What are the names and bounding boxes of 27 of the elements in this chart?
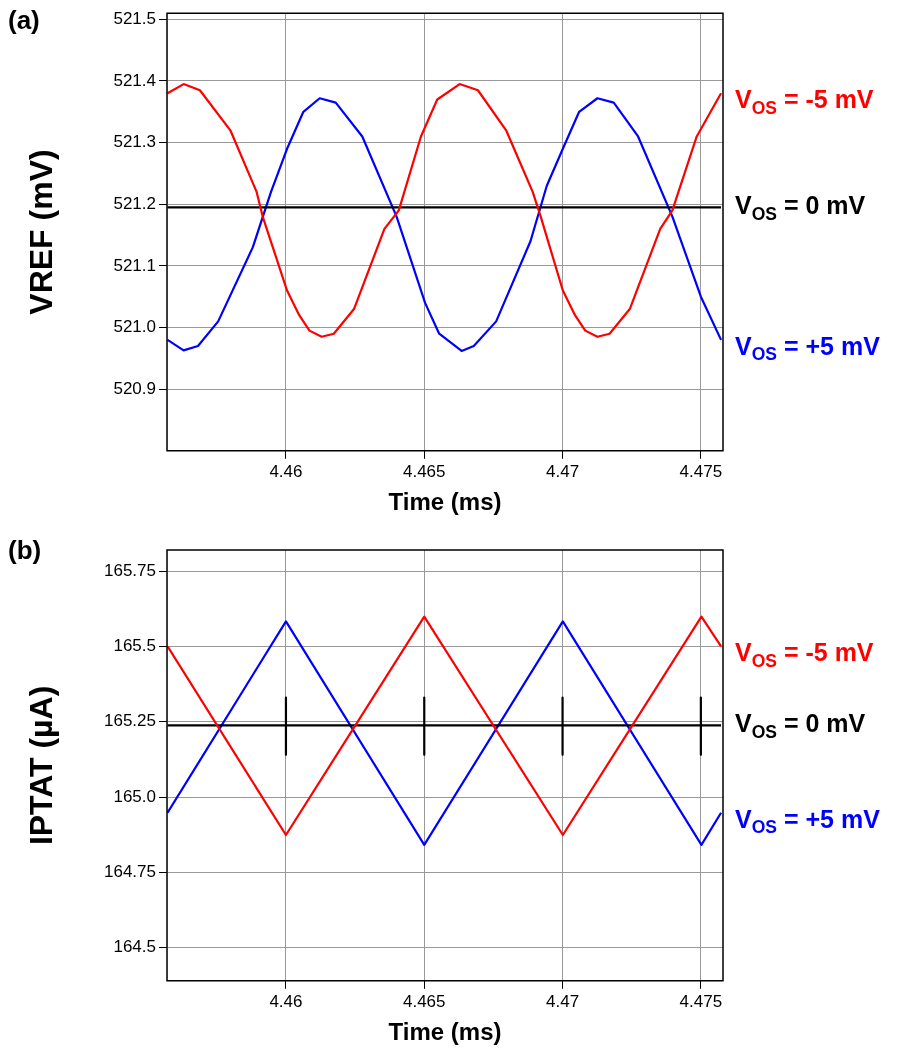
y-tick-label: 521.1 [113, 255, 156, 275]
y-tick-label: 165.25 [104, 711, 156, 731]
y-tick-label: 165.5 [113, 636, 156, 656]
x-tick-label: 4.47 [546, 991, 580, 1011]
x-tick-label: 4.475 [679, 461, 723, 481]
y-tick-label: 521.4 [113, 70, 156, 90]
y-axis-title: IPTAT (µA) [23, 685, 60, 846]
y-tick-label: 164.75 [104, 862, 156, 882]
x-axis-title: Time (ms) [388, 1018, 502, 1046]
x-tick-label: 4.465 [402, 991, 446, 1011]
text: (a) [8, 5, 40, 36]
y-tick-label: 521.0 [113, 317, 156, 337]
x-tick-label: 4.46 [269, 991, 303, 1011]
x-tick-label: 4.465 [402, 461, 446, 481]
text: (b) [8, 535, 42, 566]
y-tick-label: 164.5 [113, 937, 156, 957]
y-axis-title: VREF (mV) [23, 149, 60, 315]
x-tick-label: 4.475 [679, 991, 723, 1011]
y-tick-label: 165.0 [113, 786, 156, 806]
x-tick-label: 4.46 [269, 461, 303, 481]
y-tick-label: 165.75 [104, 560, 156, 580]
x-tick-label: 4.47 [546, 461, 580, 481]
y-tick-label: 521.5 [113, 9, 156, 29]
y-tick-label: 521.2 [113, 193, 156, 213]
y-tick-label: 520.9 [113, 378, 156, 398]
x-axis-title: Time (ms) [388, 488, 502, 516]
y-tick-label: 521.3 [113, 132, 156, 152]
